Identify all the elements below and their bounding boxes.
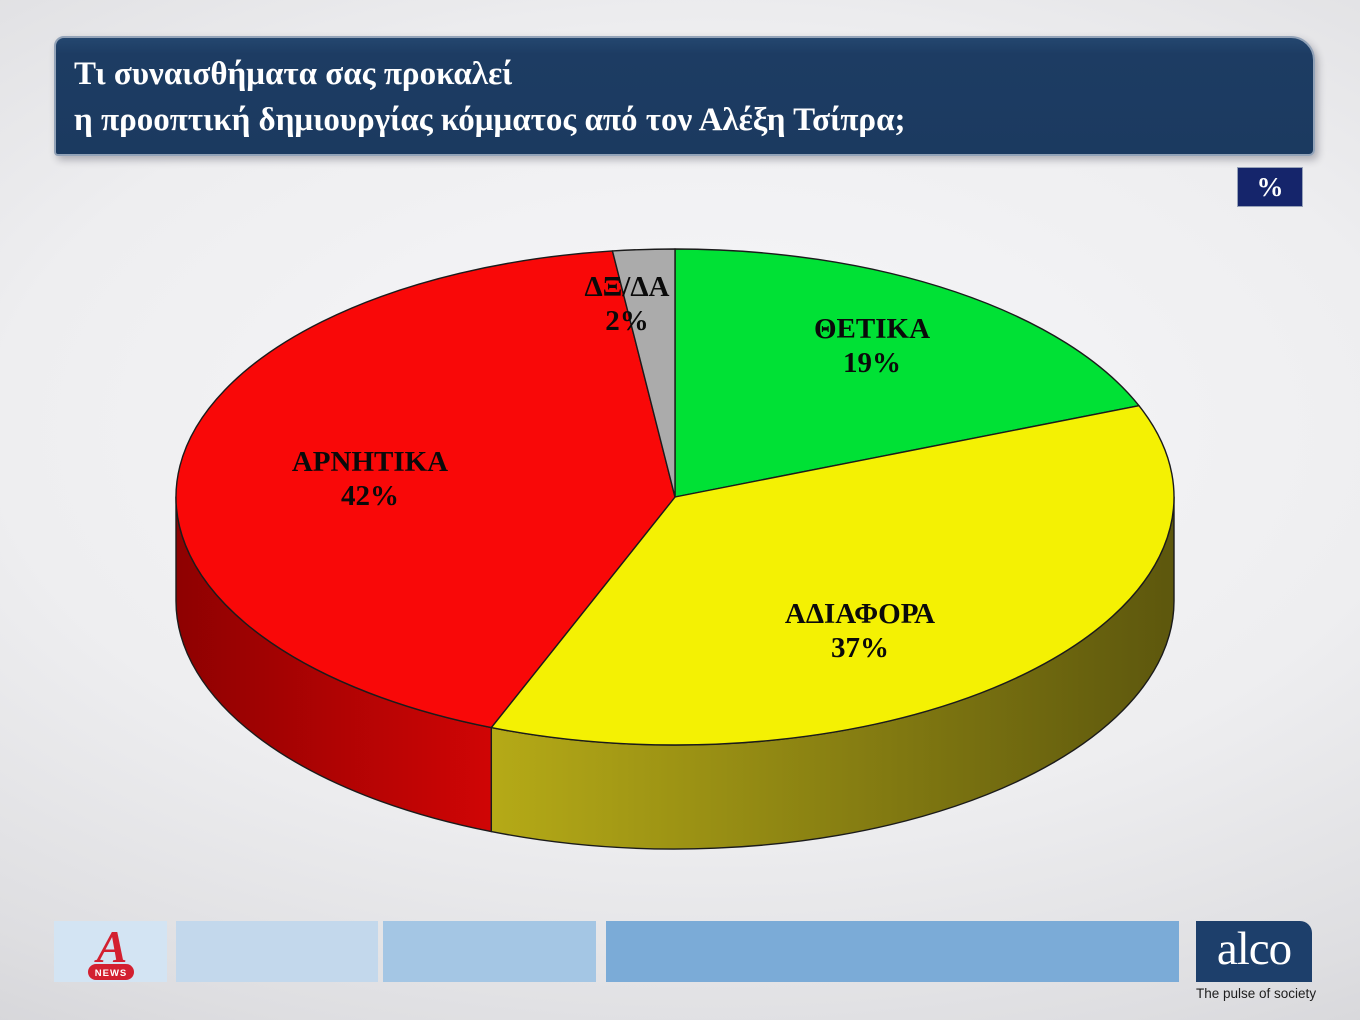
footer-tile-4 <box>606 921 1179 982</box>
question-title-line1: Τι συναισθήματα σας προκαλεί <box>74 56 513 92</box>
pie-slice-ΑΡΝΗΤΙΚΑ <box>175 250 676 729</box>
alpha-news-logo: A NEWS <box>87 922 134 980</box>
alco-logo-text: alco <box>1216 923 1292 975</box>
percent-unit-badge: % <box>1237 167 1303 207</box>
alpha-news-tile: A NEWS <box>54 921 167 982</box>
alco-logo-box: alco <box>1196 921 1312 982</box>
alpha-news-badge-label: NEWS <box>94 968 127 979</box>
pie-slice-ΘΕΤΙΚΑ <box>674 248 1140 498</box>
pie-slice-ΔΞ/ΔΑ <box>611 248 676 498</box>
footer-tile-3 <box>383 921 596 982</box>
pie-slice-ΑΔΙΑΦΟΡΑ <box>490 405 1175 746</box>
footer-tile-2 <box>176 921 378 982</box>
question-header: Τι συναισθήματα σας προκαλεί η προοπτική… <box>54 36 1315 156</box>
question-title-line2: η προοπτική δημιουργίας κόμματος από τον… <box>74 102 906 138</box>
alpha-a-icon: A <box>93 922 127 972</box>
alco-tagline: The pulse of society <box>1196 986 1317 1001</box>
alpha-news-badge <box>87 963 134 980</box>
